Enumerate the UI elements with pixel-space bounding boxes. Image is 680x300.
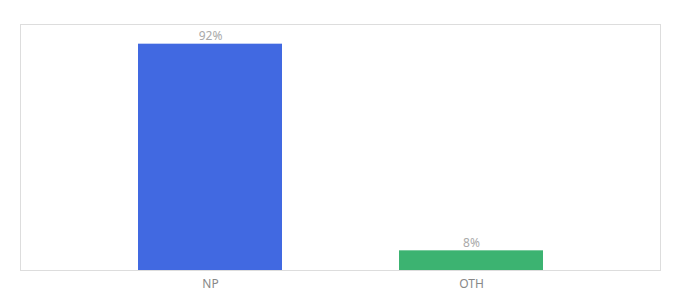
svg-text:OTH: OTH (459, 275, 484, 292)
svg-text:NP: NP (202, 275, 218, 292)
svg-text:8%: 8% (463, 234, 480, 251)
svg-text:92%: 92% (199, 27, 223, 44)
